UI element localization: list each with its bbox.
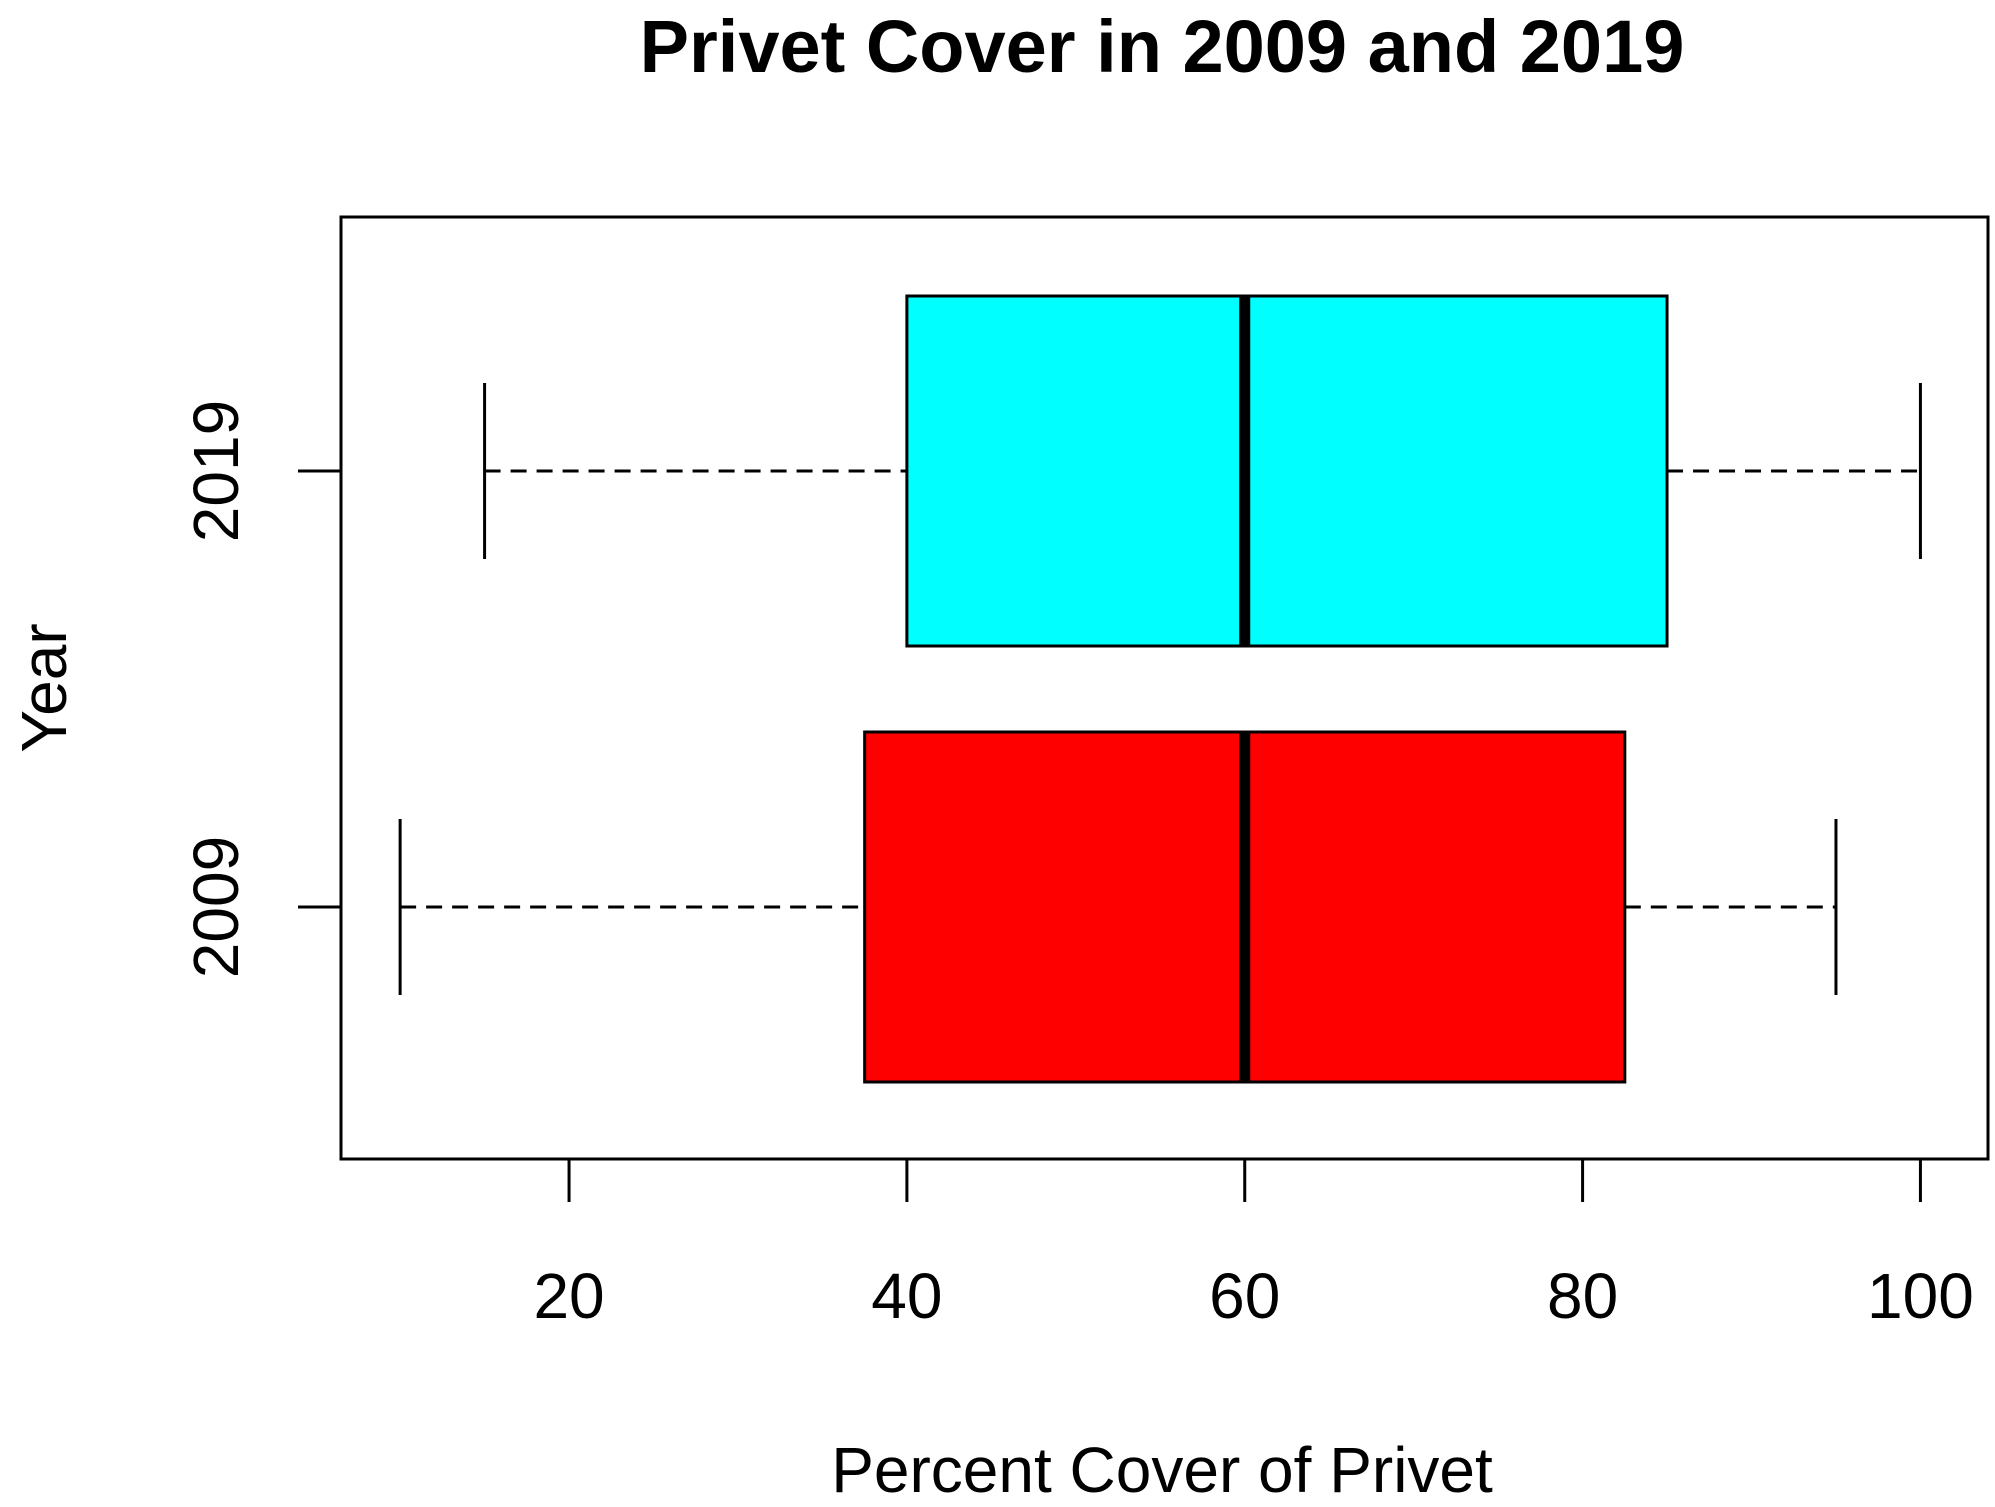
y-tick-label-2009: 2009 [180, 836, 252, 978]
chart-title: Privet Cover in 2009 and 2019 [640, 5, 1685, 88]
plot-frame [339, 215, 1990, 1161]
box-2019 [905, 294, 1669, 648]
x-tick-label-100: 100 [1867, 1260, 1974, 1332]
x-tick-label-20: 20 [533, 1260, 604, 1332]
x-tick-label-60: 60 [1209, 1260, 1280, 1332]
x-tick-label-40: 40 [871, 1260, 942, 1332]
x-axis-label: Percent Cover of Privet [831, 1434, 1493, 1506]
x-tick-label-80: 80 [1547, 1260, 1618, 1332]
y-axis: 2009 2019 [180, 400, 341, 978]
boxes-layer [398, 294, 1922, 1084]
x-axis: 20 40 60 80 100 [533, 1159, 1974, 1332]
y-axis-label: Year [8, 623, 80, 752]
y-tick-label-2019: 2019 [180, 400, 252, 542]
